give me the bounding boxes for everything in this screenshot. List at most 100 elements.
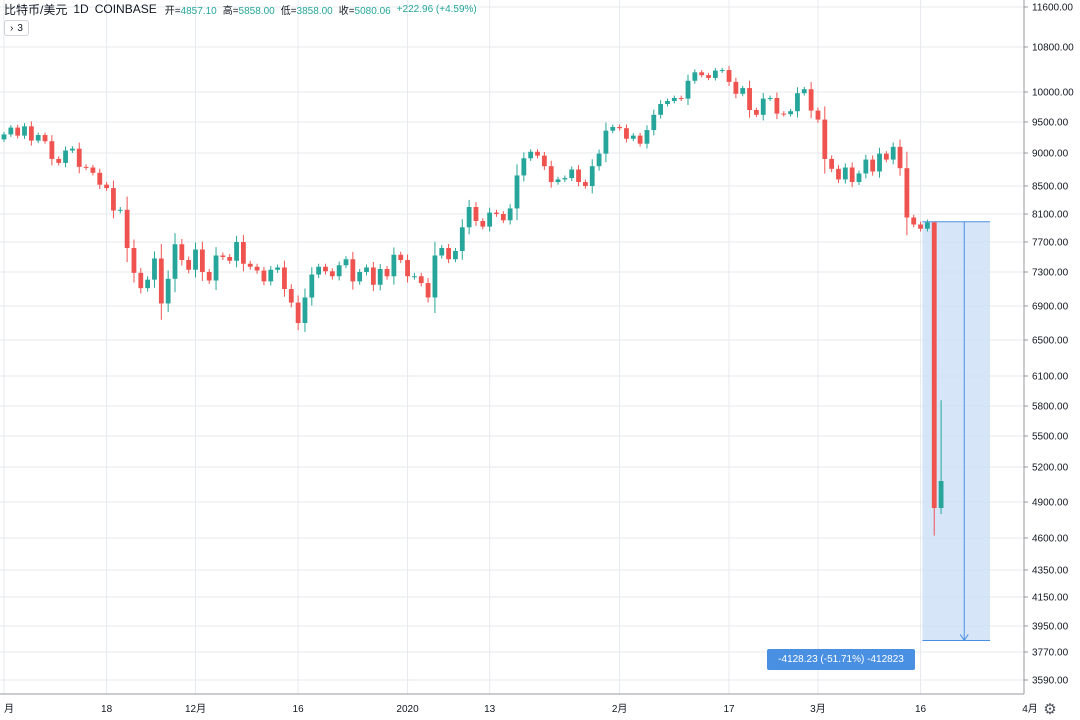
candle-body [234,242,239,261]
price-tick-label: 4150.00 [1032,593,1069,604]
candle-body [685,80,691,99]
candle [665,98,670,107]
candle-body [815,110,821,120]
candle-body [603,130,609,154]
candle [863,154,869,179]
candle-body [733,81,739,94]
candle [877,147,882,178]
candle [583,179,588,189]
candle-body [480,221,486,227]
candle-body [377,269,383,285]
candle [268,266,274,286]
candle [302,288,308,332]
candle [562,175,568,183]
candle-body [124,209,130,248]
arrow-down-icon [959,634,969,642]
candle-body [931,222,937,508]
candle [651,109,657,136]
candle [288,284,294,308]
candle-body [747,88,752,110]
candle [890,142,896,165]
candle [692,69,698,84]
candle [384,266,390,280]
candle [795,87,800,118]
candle [678,95,684,101]
price-axis[interactable]: 11600.00 10800.00 10000.00 9500.00 9000.00 85… [1024,3,1074,687]
candle [83,164,89,171]
candle [35,132,41,144]
candle [316,263,322,278]
high-value: 高=5858.00 [222,5,275,17]
candle-body [712,70,718,78]
candle [412,272,417,280]
price-tick-label: 6500.00 [1032,336,1069,347]
candle-body [856,173,862,183]
candle [719,67,725,73]
candle-body [398,254,404,260]
interval-label[interactable]: 1D [73,2,89,16]
candle-body [541,155,547,167]
candle-body [282,267,287,289]
candle [56,156,62,166]
candle [28,121,34,146]
candle [63,146,68,168]
candle-body [220,255,226,257]
candle [199,241,205,281]
candle [138,268,144,294]
candle-body [145,279,151,289]
candle [500,211,506,224]
candle-body [83,166,89,168]
candle [70,146,75,153]
candle [186,256,192,274]
candle-body [329,271,335,277]
indicators-toggle-button[interactable]: › 3 [4,20,29,36]
candle-body [658,104,664,115]
candle [206,269,212,284]
candle [343,256,349,269]
candle-body [405,260,410,277]
price-tick-label: 3770.00 [1032,648,1069,659]
candle [309,267,315,306]
gear-icon[interactable]: ⚙ [1043,701,1057,718]
candle-body [473,207,479,221]
candle-body [671,98,677,101]
candle [617,124,622,131]
candle [603,122,609,163]
candle [90,164,96,176]
candle [596,149,602,171]
candle-body [288,289,294,303]
candle [439,245,445,259]
candle-body [904,168,910,218]
chart-grid [0,0,1031,694]
candle [473,202,479,226]
candle [788,108,793,117]
chart-legend: 比特币/美元 1D COINBASE 开=4857.10 高=5858.00 低… [4,2,477,17]
candle [261,267,267,286]
price-tick-label: 5800.00 [1032,402,1069,413]
candle [323,263,328,275]
candle [152,251,157,288]
candle-body [938,481,944,508]
symbol-title[interactable]: 比特币/美元 [4,2,68,17]
candle [740,85,746,97]
candle-body [494,212,499,214]
candle-body [692,72,698,81]
candle [1,131,7,142]
candle-body [384,269,390,277]
low-value: 低=3858.00 [280,5,333,17]
candle-body [418,276,424,284]
candle-body [589,166,595,186]
candle-body [521,158,527,176]
candle-body [918,224,923,229]
candle [377,264,383,291]
candle [227,254,233,264]
open-value: 开=4857.10 [164,5,217,17]
candle [911,214,917,228]
time-axis[interactable]: 月1812月162020132月173月164月13 [4,703,1080,715]
candle-body [911,217,917,225]
candle [432,241,438,313]
candle-body [1,134,7,140]
candle-body [309,274,315,298]
price-tick-label: 7700.00 [1032,238,1069,249]
